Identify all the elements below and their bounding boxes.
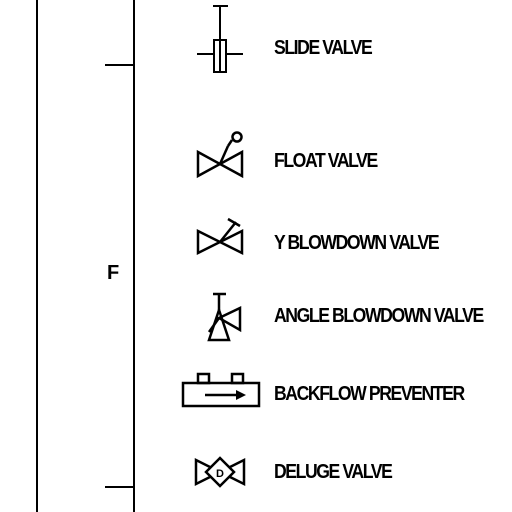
angle-blowdown-valve-label: ANGLE BLOWDOWN VALVE [274,305,484,327]
backflow-preventer-label: BACKFLOW PREVENTER [274,383,465,405]
section-letter: F [107,262,120,284]
deluge-valve-label: DELUGE VALVE [274,461,393,483]
y-blowdown-valve-label: Y BLOWDOWN VALVE [274,232,440,254]
slide-valve-label: SLIDE VALVE [274,37,373,59]
float-valve-label: FLOAT VALVE [274,150,378,172]
deluge-valve-letter: D [216,468,224,480]
